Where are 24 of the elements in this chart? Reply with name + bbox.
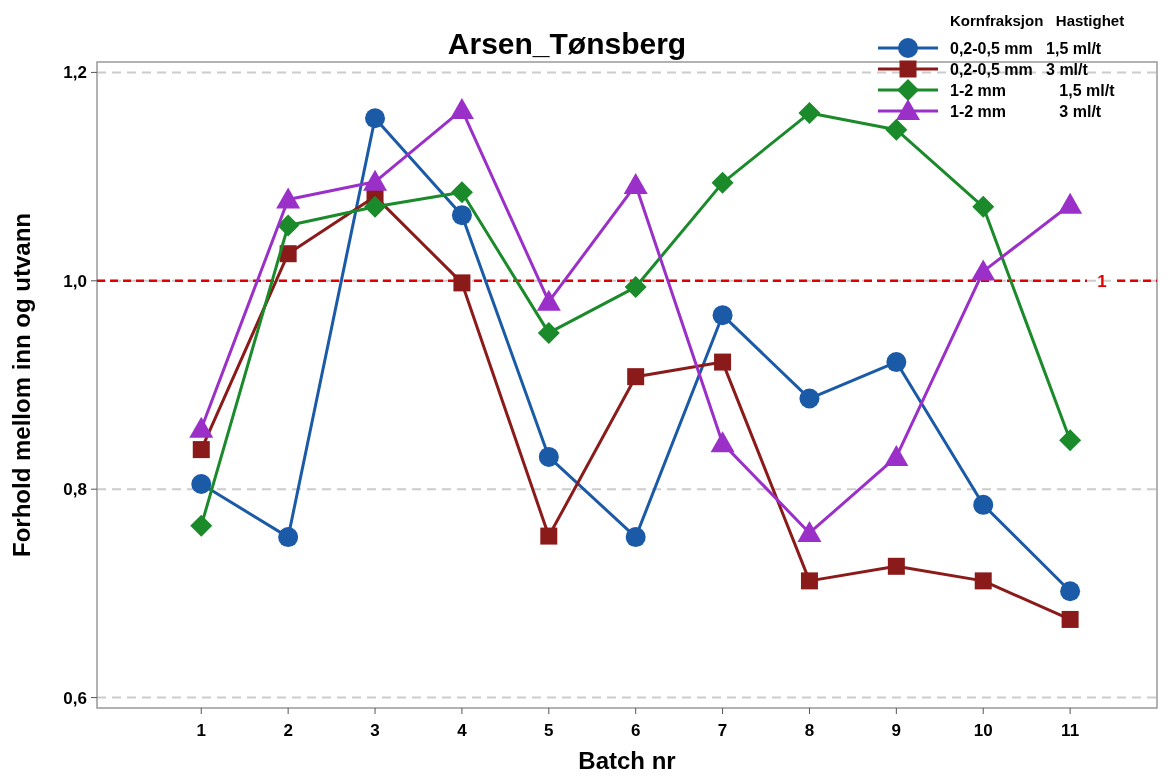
y-axis-title: Forhold mellom inn og utvann bbox=[8, 213, 35, 557]
x-tick-label: 2 bbox=[283, 721, 293, 740]
chart-title: Arsen_Tønsberg bbox=[447, 27, 687, 60]
x-tick-label: 8 bbox=[804, 721, 815, 740]
x-tick-label: 5 bbox=[544, 721, 554, 740]
legend-label: 0,2-0,5 mm 1,5 ml/t bbox=[950, 39, 1102, 57]
x-tick-label: 10 bbox=[973, 721, 993, 740]
x-tick-label: 4 bbox=[457, 721, 468, 740]
x-tick-label: 9 bbox=[891, 721, 902, 740]
x-tick-label: 7 bbox=[717, 721, 728, 740]
x-tick-label: 11 bbox=[1061, 721, 1080, 740]
x-tick-label: 6 bbox=[630, 721, 641, 740]
y-tick-label: 1,2 bbox=[63, 63, 87, 83]
legend-title: Kornfraksjon Hastighet bbox=[950, 12, 1125, 29]
y-tick-label: 1,0 bbox=[63, 271, 87, 291]
legend-label: 1-2 mm 1,5 ml/t bbox=[950, 81, 1116, 99]
x-axis-title: Batch nr bbox=[578, 747, 676, 774]
x-tick-label: 3 bbox=[370, 721, 380, 740]
y-tick-label: 0,8 bbox=[63, 480, 87, 500]
legend-label: 1-2 mm 3 ml/t bbox=[950, 102, 1102, 120]
legend-label: 0,2-0,5 mm 3 ml/t bbox=[950, 60, 1089, 78]
ref-line-label: 1 bbox=[1097, 271, 1107, 291]
x-tick-label: 1 bbox=[196, 721, 206, 740]
y-tick-label: 0,6 bbox=[63, 688, 87, 708]
